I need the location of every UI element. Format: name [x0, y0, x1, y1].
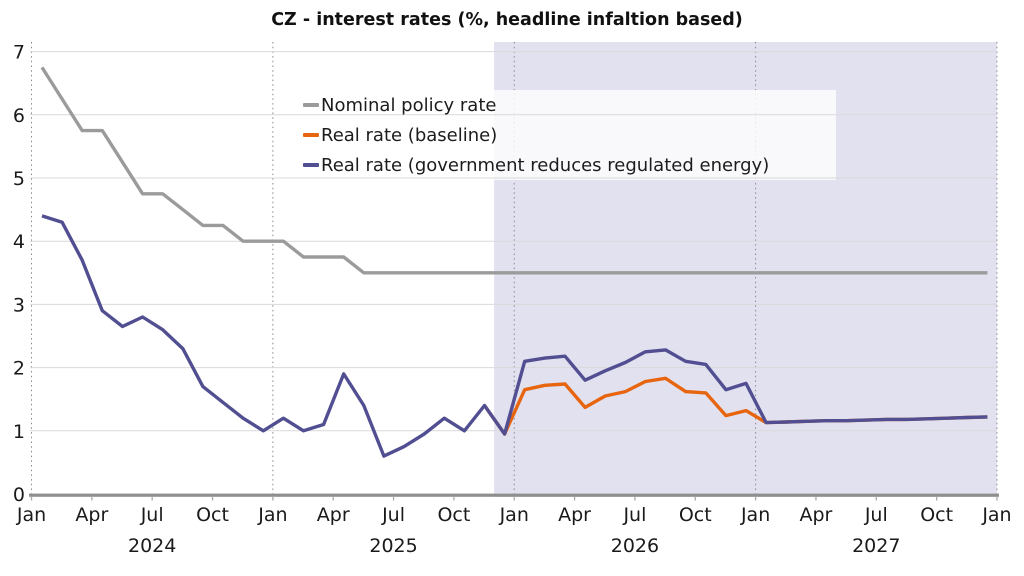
x-tick-label: Apr: [800, 504, 833, 526]
x-tick-label: Jan: [499, 504, 529, 526]
x-tick-label: Apr: [75, 504, 108, 526]
series-line-nominal: [40, 66, 988, 275]
x-tick-label: Jul: [864, 504, 888, 526]
legend-item-real-rate-gov-energy: Real rate (government reduces regulated …: [303, 150, 769, 180]
legend-swatch-orange: [303, 133, 319, 137]
x-tick-label: Jan: [16, 504, 46, 526]
x-tick-label: Oct: [196, 504, 229, 526]
legend: Nominal policy rate Real rate (baseline)…: [303, 90, 769, 180]
x-tick-label: Oct: [920, 504, 953, 526]
x-tick-label: Oct: [437, 504, 470, 526]
legend-item-real-rate-baseline: Real rate (baseline): [303, 120, 769, 150]
legend-swatch-gray: [303, 103, 319, 107]
y-tick-label: 5: [13, 168, 25, 190]
y-tick-label: 3: [13, 294, 25, 316]
x-tick-label: Jul: [140, 504, 164, 526]
y-tick-label: 1: [13, 421, 25, 443]
x-tick-label: Jan: [257, 504, 287, 526]
x-tick-label: Jan: [740, 504, 770, 526]
year-label: 2026: [611, 535, 659, 557]
x-tick-label: Apr: [317, 504, 350, 526]
chart-title: CZ - interest rates (%, headline infalti…: [271, 10, 743, 30]
legend-label: Nominal policy rate: [321, 94, 497, 116]
x-tick-label: Jul: [381, 504, 405, 526]
legend-label: Real rate (baseline): [321, 124, 498, 146]
legend-item-nominal-policy-rate: Nominal policy rate: [303, 90, 769, 120]
y-tick-label: 7: [13, 42, 25, 64]
x-tick-label: Oct: [679, 504, 712, 526]
year-label: 2025: [369, 535, 417, 557]
y-tick-label: 4: [13, 231, 25, 253]
year-label: 2027: [852, 535, 900, 557]
x-axis-line: [29, 493, 999, 497]
legend-background: [299, 90, 836, 180]
series-line-gov: [41, 214, 988, 458]
x-tick-label: Jan: [981, 504, 1011, 526]
y-tick-label: 6: [13, 105, 25, 127]
y-tick-label: 2: [13, 358, 25, 380]
legend-swatch-purple: [303, 163, 319, 167]
x-tick-label: Apr: [558, 504, 591, 526]
year-label: 2024: [128, 535, 176, 557]
legend-label: Real rate (government reduces regulated …: [321, 154, 770, 176]
y-tick-label: 0: [13, 484, 25, 506]
x-tick-label: Jul: [622, 504, 646, 526]
